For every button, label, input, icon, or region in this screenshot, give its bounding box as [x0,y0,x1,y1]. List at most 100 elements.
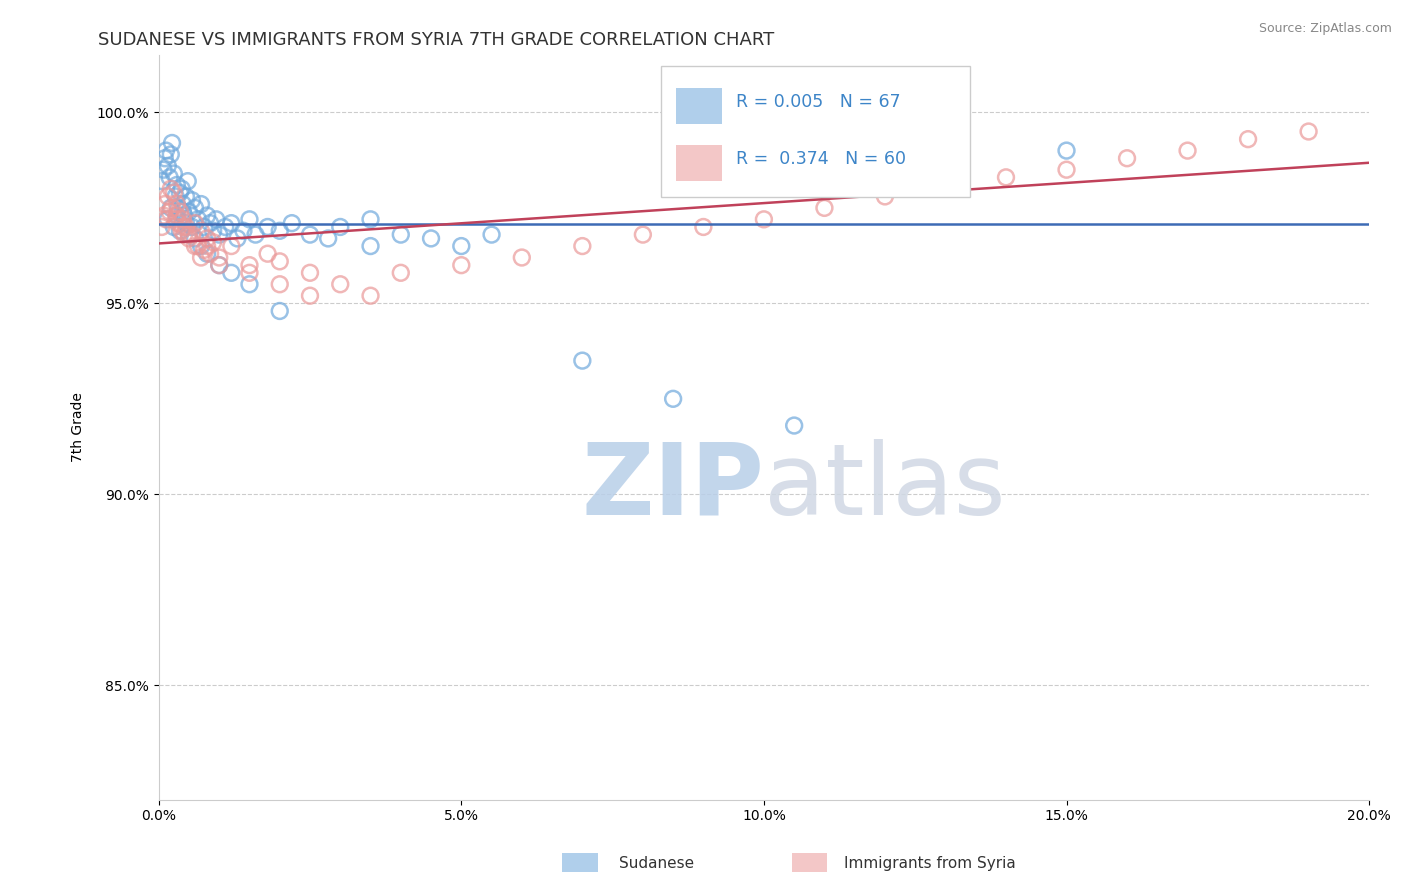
Bar [675,145,721,181]
Text: R =  0.374   N = 60: R = 0.374 N = 60 [737,151,905,169]
Point [226,231,249,245]
Point [238,258,260,272]
Point [269,277,291,292]
Point [238,277,260,292]
Point [873,189,896,203]
Point [163,167,186,181]
Point [167,201,190,215]
Point [177,204,200,219]
Point [174,189,197,203]
Point [360,212,382,227]
Point [172,212,194,227]
Point [269,224,291,238]
Point [166,209,188,223]
Point [159,182,181,196]
Point [269,304,291,318]
Point [450,258,472,272]
Point [172,197,194,211]
Point [221,239,243,253]
Point [389,266,412,280]
Point [208,258,231,272]
Point [1116,151,1139,165]
Point [173,227,195,242]
Point [152,162,174,177]
Point [752,212,775,227]
Point [173,209,195,223]
Point [159,201,181,215]
Point [190,224,212,238]
Point [174,219,197,234]
Point [184,216,207,230]
Point [329,219,352,234]
Point [1298,124,1320,138]
Point [155,212,177,227]
Point [420,231,443,245]
Point [813,201,835,215]
Point [159,170,181,185]
Point [269,254,291,268]
Point [160,136,183,150]
Point [360,289,382,303]
Point [662,392,685,406]
Point [1237,132,1260,146]
Point [184,201,207,215]
Point [1056,144,1078,158]
Point [450,239,472,253]
Text: SUDANESE VS IMMIGRANTS FROM SYRIA 7TH GRADE CORRELATION CHART: SUDANESE VS IMMIGRANTS FROM SYRIA 7TH GR… [98,31,775,49]
Point [281,216,304,230]
Point [783,418,806,433]
Point [221,216,243,230]
Text: atlas: atlas [763,439,1005,535]
Point [198,216,221,230]
Point [181,219,204,234]
Point [187,239,209,253]
Text: Sudanese: Sudanese [619,856,693,871]
Point [170,182,193,196]
Point [195,209,218,223]
Point [159,204,181,219]
Y-axis label: 7th Grade: 7th Grade [72,392,86,462]
Point [169,224,191,238]
Point [150,174,173,188]
Point [934,182,956,196]
Point [177,231,200,245]
Point [692,219,714,234]
Point [155,144,177,158]
Point [177,174,200,188]
Point [167,216,190,230]
Point [169,186,191,200]
Point [195,246,218,260]
Point [389,227,412,242]
Point [177,227,200,242]
Point [238,212,260,227]
Point [232,224,254,238]
Bar [562,853,598,872]
Point [198,246,221,260]
Point [166,178,188,192]
Point [156,189,179,203]
Point [995,170,1018,185]
Point [571,239,593,253]
Point [166,209,188,223]
Point [166,197,188,211]
Point [170,224,193,238]
Point [631,227,654,242]
Point [169,204,191,219]
Point [160,201,183,215]
Point [177,227,200,242]
Point [205,212,228,227]
Point [181,227,204,242]
Point [195,231,218,245]
Point [172,219,194,234]
FancyBboxPatch shape [661,66,970,196]
Point [156,159,179,173]
Point [214,219,236,234]
Point [1177,144,1199,158]
Point [152,209,174,223]
Point [298,266,321,280]
Point [193,243,215,257]
Point [184,239,207,253]
Point [172,204,194,219]
Point [181,193,204,207]
Point [163,186,186,200]
